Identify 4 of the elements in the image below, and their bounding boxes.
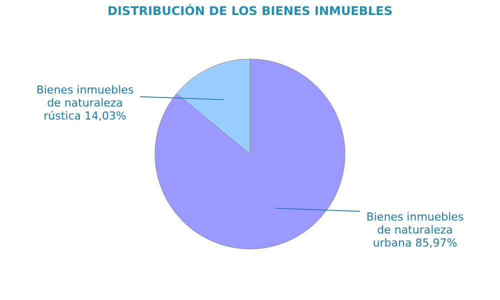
slice-label: Bienes inmuebles de naturaleza urbana 85,97% <box>366 210 464 250</box>
pie-slice <box>154 58 346 250</box>
chart-title: DISTRIBUCIÓN DE LOS BIENES INMUEBLES <box>107 3 393 18</box>
slice-label: Bienes inmuebles de naturaleza rústica 14,03% <box>36 84 134 123</box>
